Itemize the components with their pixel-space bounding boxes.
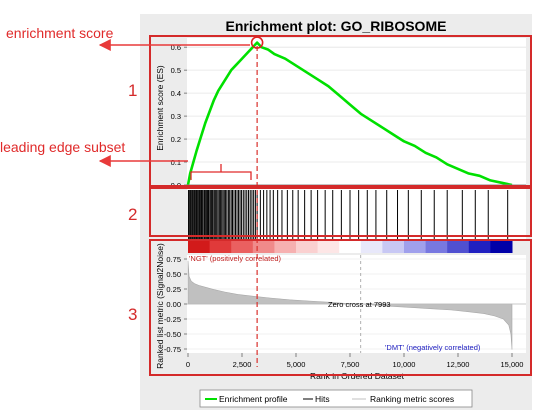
heatmap-segment (425, 241, 448, 253)
x-tick-label: 10,000 (393, 360, 416, 369)
metric-y-tick-label: -0.25 (164, 315, 181, 324)
heatmap-segment (490, 241, 513, 253)
panel-number-3: 3 (128, 305, 137, 324)
panel-number-2: 2 (128, 205, 137, 224)
legend-hits-label: Hits (315, 394, 330, 404)
enrichment-y-axis-label: Enrichment score (ES) (155, 65, 165, 151)
hits-series (187, 190, 509, 240)
enrichment-y-tick-label: 0.2 (171, 135, 181, 144)
heatmap-segment (468, 241, 491, 253)
legend-box (199, 389, 473, 408)
metric-y-tick-label: -0.75 (164, 345, 181, 354)
heatmap-segment (404, 241, 427, 253)
metric-y-tick-label: 0.25 (166, 285, 181, 294)
metric-y-tick-label: 0.50 (166, 270, 181, 279)
enrichment-profile-line (186, 41, 513, 187)
metric-y-axis: 0.75 0.50 0.25 0.00 -0.25 -0.50 -0.75 (164, 255, 187, 354)
dmt-label: 'DMT' (negatively correlated) (385, 343, 481, 352)
panel-number-1: 1 (128, 81, 137, 100)
leading-edge-callout: leading edge subset (0, 139, 125, 155)
heatmap-segment (317, 241, 340, 253)
enrichment-y-tick-label: 0.1 (171, 158, 181, 167)
heatmap-segment (382, 241, 405, 253)
heatmap-segment (231, 241, 254, 253)
heatmap-segment (188, 241, 211, 253)
x-tick-label: 12,500 (447, 360, 470, 369)
enrichment-y-tick-label: 0.6 (171, 43, 181, 52)
metric-area (187, 260, 513, 350)
heatmap-segment (360, 241, 383, 253)
leading-edge-bracket (190, 164, 252, 180)
enrichment-y-tick-label: 0.4 (171, 89, 181, 98)
legend: Enrichment profile Hits Ranking metric s… (199, 389, 473, 408)
ngt-label: 'NGT' (positively correlated) (189, 254, 282, 263)
x-tick-label: 2,500 (233, 360, 252, 369)
chart-title: Enrichment plot: GO_RIBOSOME (226, 18, 447, 34)
panel-3-frame (149, 239, 532, 376)
heatmap-segment (339, 241, 362, 253)
metric-area-series (187, 260, 513, 350)
metric-y-axis-label: Ranked list metric (Signal2Noise) (155, 243, 165, 369)
x-tick-label: 7,500 (341, 360, 360, 369)
x-tick-label: 15,000 (501, 360, 524, 369)
x-tick-label: 0 (186, 360, 190, 369)
heatmap-segment (447, 241, 470, 253)
metric-y-tick-label: 0.75 (166, 255, 181, 264)
heatmap-segment (209, 241, 232, 253)
metric-y-tick-label: -0.50 (164, 330, 181, 339)
metric-y-tick-label: 0.00 (166, 300, 181, 309)
legend-metric-label: Ranking metric scores (370, 394, 454, 404)
x-axis: 0 2,500 5,000 7,500 10,000 12,500 15,000 (186, 353, 524, 369)
peak-marker-circle (250, 36, 264, 49)
enrichment-y-tick-label: 0.3 (171, 112, 181, 121)
x-tick-label: 5,000 (287, 360, 306, 369)
ranking-heatmap-bar (188, 241, 513, 253)
enrichment-y-tick-label: 0.5 (171, 66, 181, 75)
heatmap-segment (296, 241, 319, 253)
enrichment-score-callout: enrichment score (6, 25, 114, 41)
heatmap-segment (274, 241, 297, 253)
zero-cross-label: Zero cross at 7993 (328, 300, 391, 309)
enrichment-profile-series (186, 41, 513, 187)
panel-1-frame (149, 35, 532, 187)
panel-2-frame (149, 187, 532, 237)
legend-enrichment-label: Enrichment profile (219, 394, 288, 404)
heatmap-segment (252, 241, 275, 253)
